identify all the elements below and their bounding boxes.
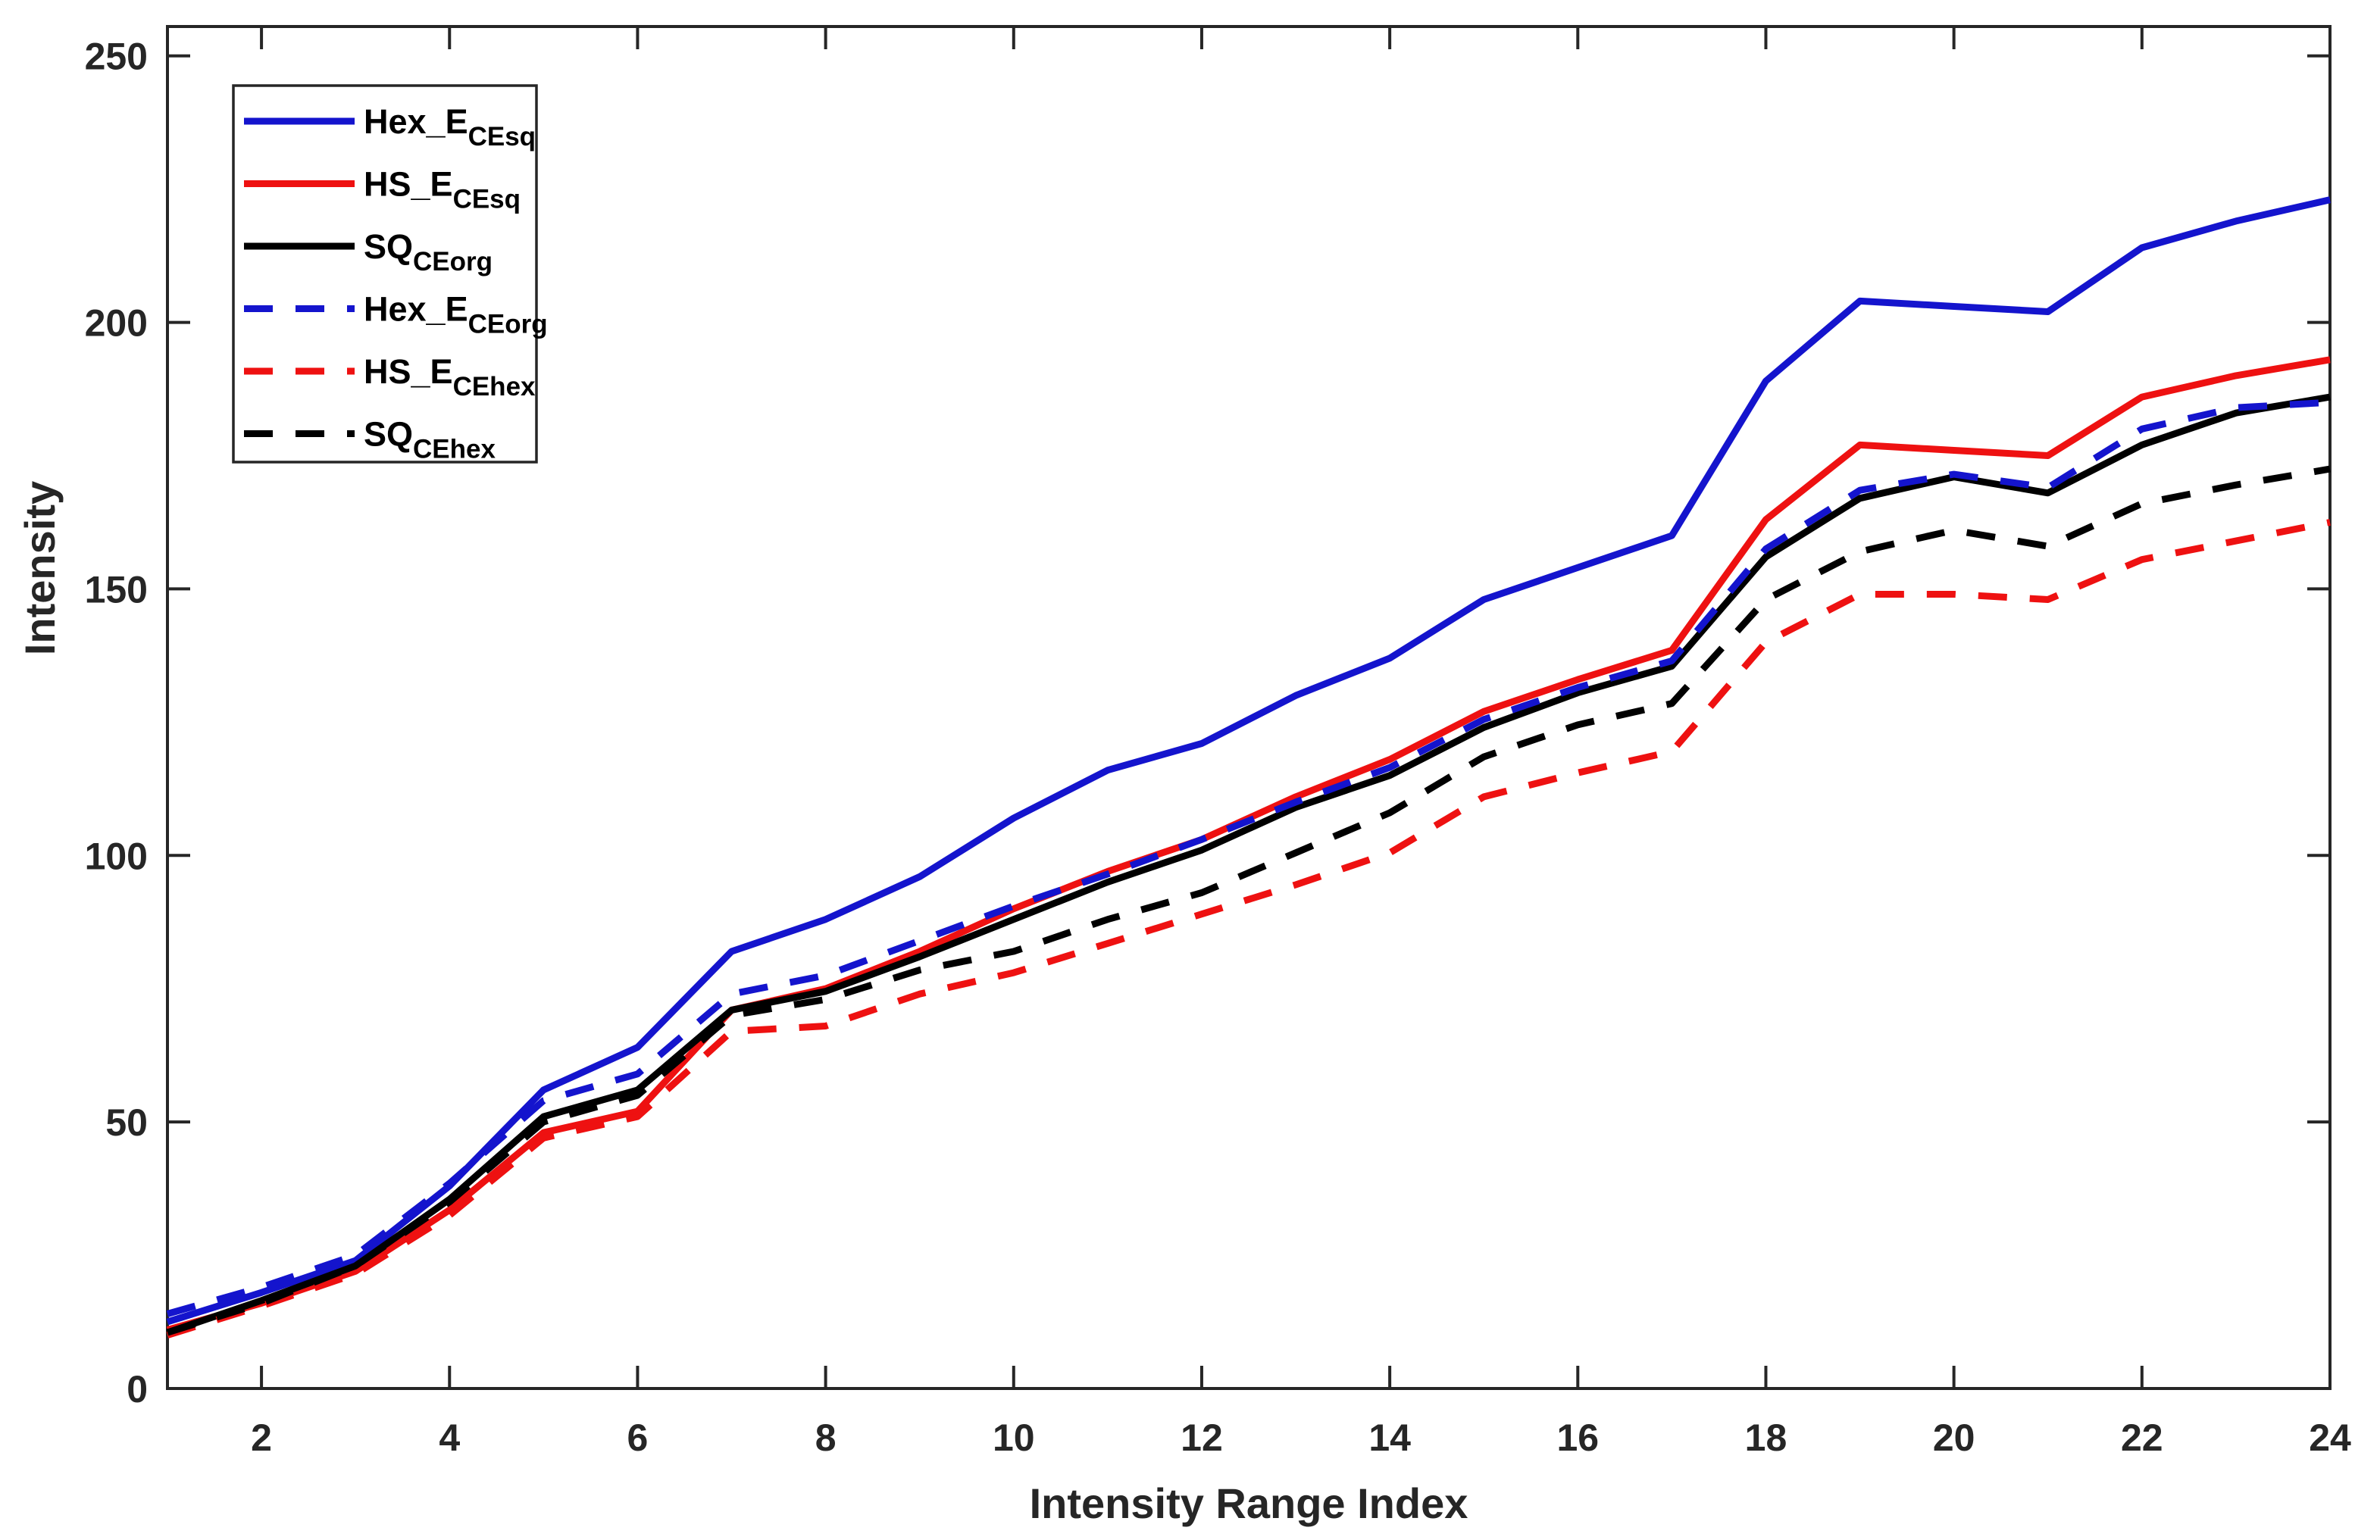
x-tick-label: 4 — [439, 1417, 460, 1459]
y-axis-title: Intensity — [15, 480, 64, 656]
legend-label-subscript: CEsq — [468, 122, 536, 152]
legend-label-hex_e_cesq: Hex_ECEsq — [364, 102, 536, 152]
legend-box — [232, 84, 538, 464]
legend-label-subscript: CEorg — [413, 247, 493, 276]
legend-label-main: SQ — [364, 415, 413, 454]
series-line-hs_e_cehex — [166, 519, 2331, 1339]
x-tick-label: 12 — [1181, 1417, 1223, 1459]
legend-label-main: SQ — [364, 227, 413, 266]
series-line-hex_e_ceorg — [166, 398, 2331, 1317]
legend-label-main: HS_E — [364, 352, 453, 391]
legend-label-main: Hex_E — [364, 290, 468, 329]
legend-label-subscript: CEhex — [413, 435, 496, 464]
series-line-sq_cehex — [166, 465, 2331, 1336]
axes-frame — [166, 25, 2332, 1390]
x-tick-label: 24 — [2309, 1417, 2351, 1459]
x-tick-label: 6 — [627, 1417, 649, 1459]
x-tick-label: 2 — [251, 1417, 272, 1459]
x-tick-label: 22 — [2121, 1417, 2163, 1459]
legend-label-hs_e_cehex: HS_ECEhex — [364, 352, 536, 401]
legend-label-main: Hex_E — [364, 102, 468, 141]
y-tick-label: 150 — [85, 568, 148, 611]
legend-label-sq_ceorg: SQCEorg — [364, 227, 493, 276]
legend-label-hs_e_cesq: HS_ECEsq — [364, 165, 521, 214]
legend-label-sq_cehex: SQCEhex — [364, 415, 496, 464]
x-tick-label: 16 — [1556, 1417, 1599, 1459]
y-tick-label: 0 — [127, 1368, 148, 1410]
legend-label-subscript: CEsq — [453, 185, 521, 214]
legend-label-hex_e_ceorg: Hex_ECEorg — [364, 290, 548, 339]
y-tick-label: 50 — [105, 1101, 148, 1144]
legend-label-main: HS_E — [364, 165, 453, 204]
x-tick-label: 14 — [1368, 1417, 1411, 1459]
legend-label-subscript: CEhex — [453, 372, 536, 401]
x-tick-label: 18 — [1745, 1417, 1787, 1459]
x-tick-label: 20 — [1933, 1417, 1975, 1459]
x-axis-title: Intensity Range Index — [1029, 1479, 1468, 1527]
legend-label-subscript: CEorg — [468, 310, 548, 339]
series-line-hex_e_cesq — [166, 196, 2331, 1326]
x-tick-label: 8 — [815, 1417, 837, 1459]
y-tick-label: 200 — [85, 302, 148, 345]
y-tick-label: 100 — [85, 835, 148, 877]
series-line-sq_ceorg — [166, 393, 2331, 1336]
y-tick-label: 250 — [85, 36, 148, 78]
x-tick-label: 10 — [993, 1417, 1035, 1459]
